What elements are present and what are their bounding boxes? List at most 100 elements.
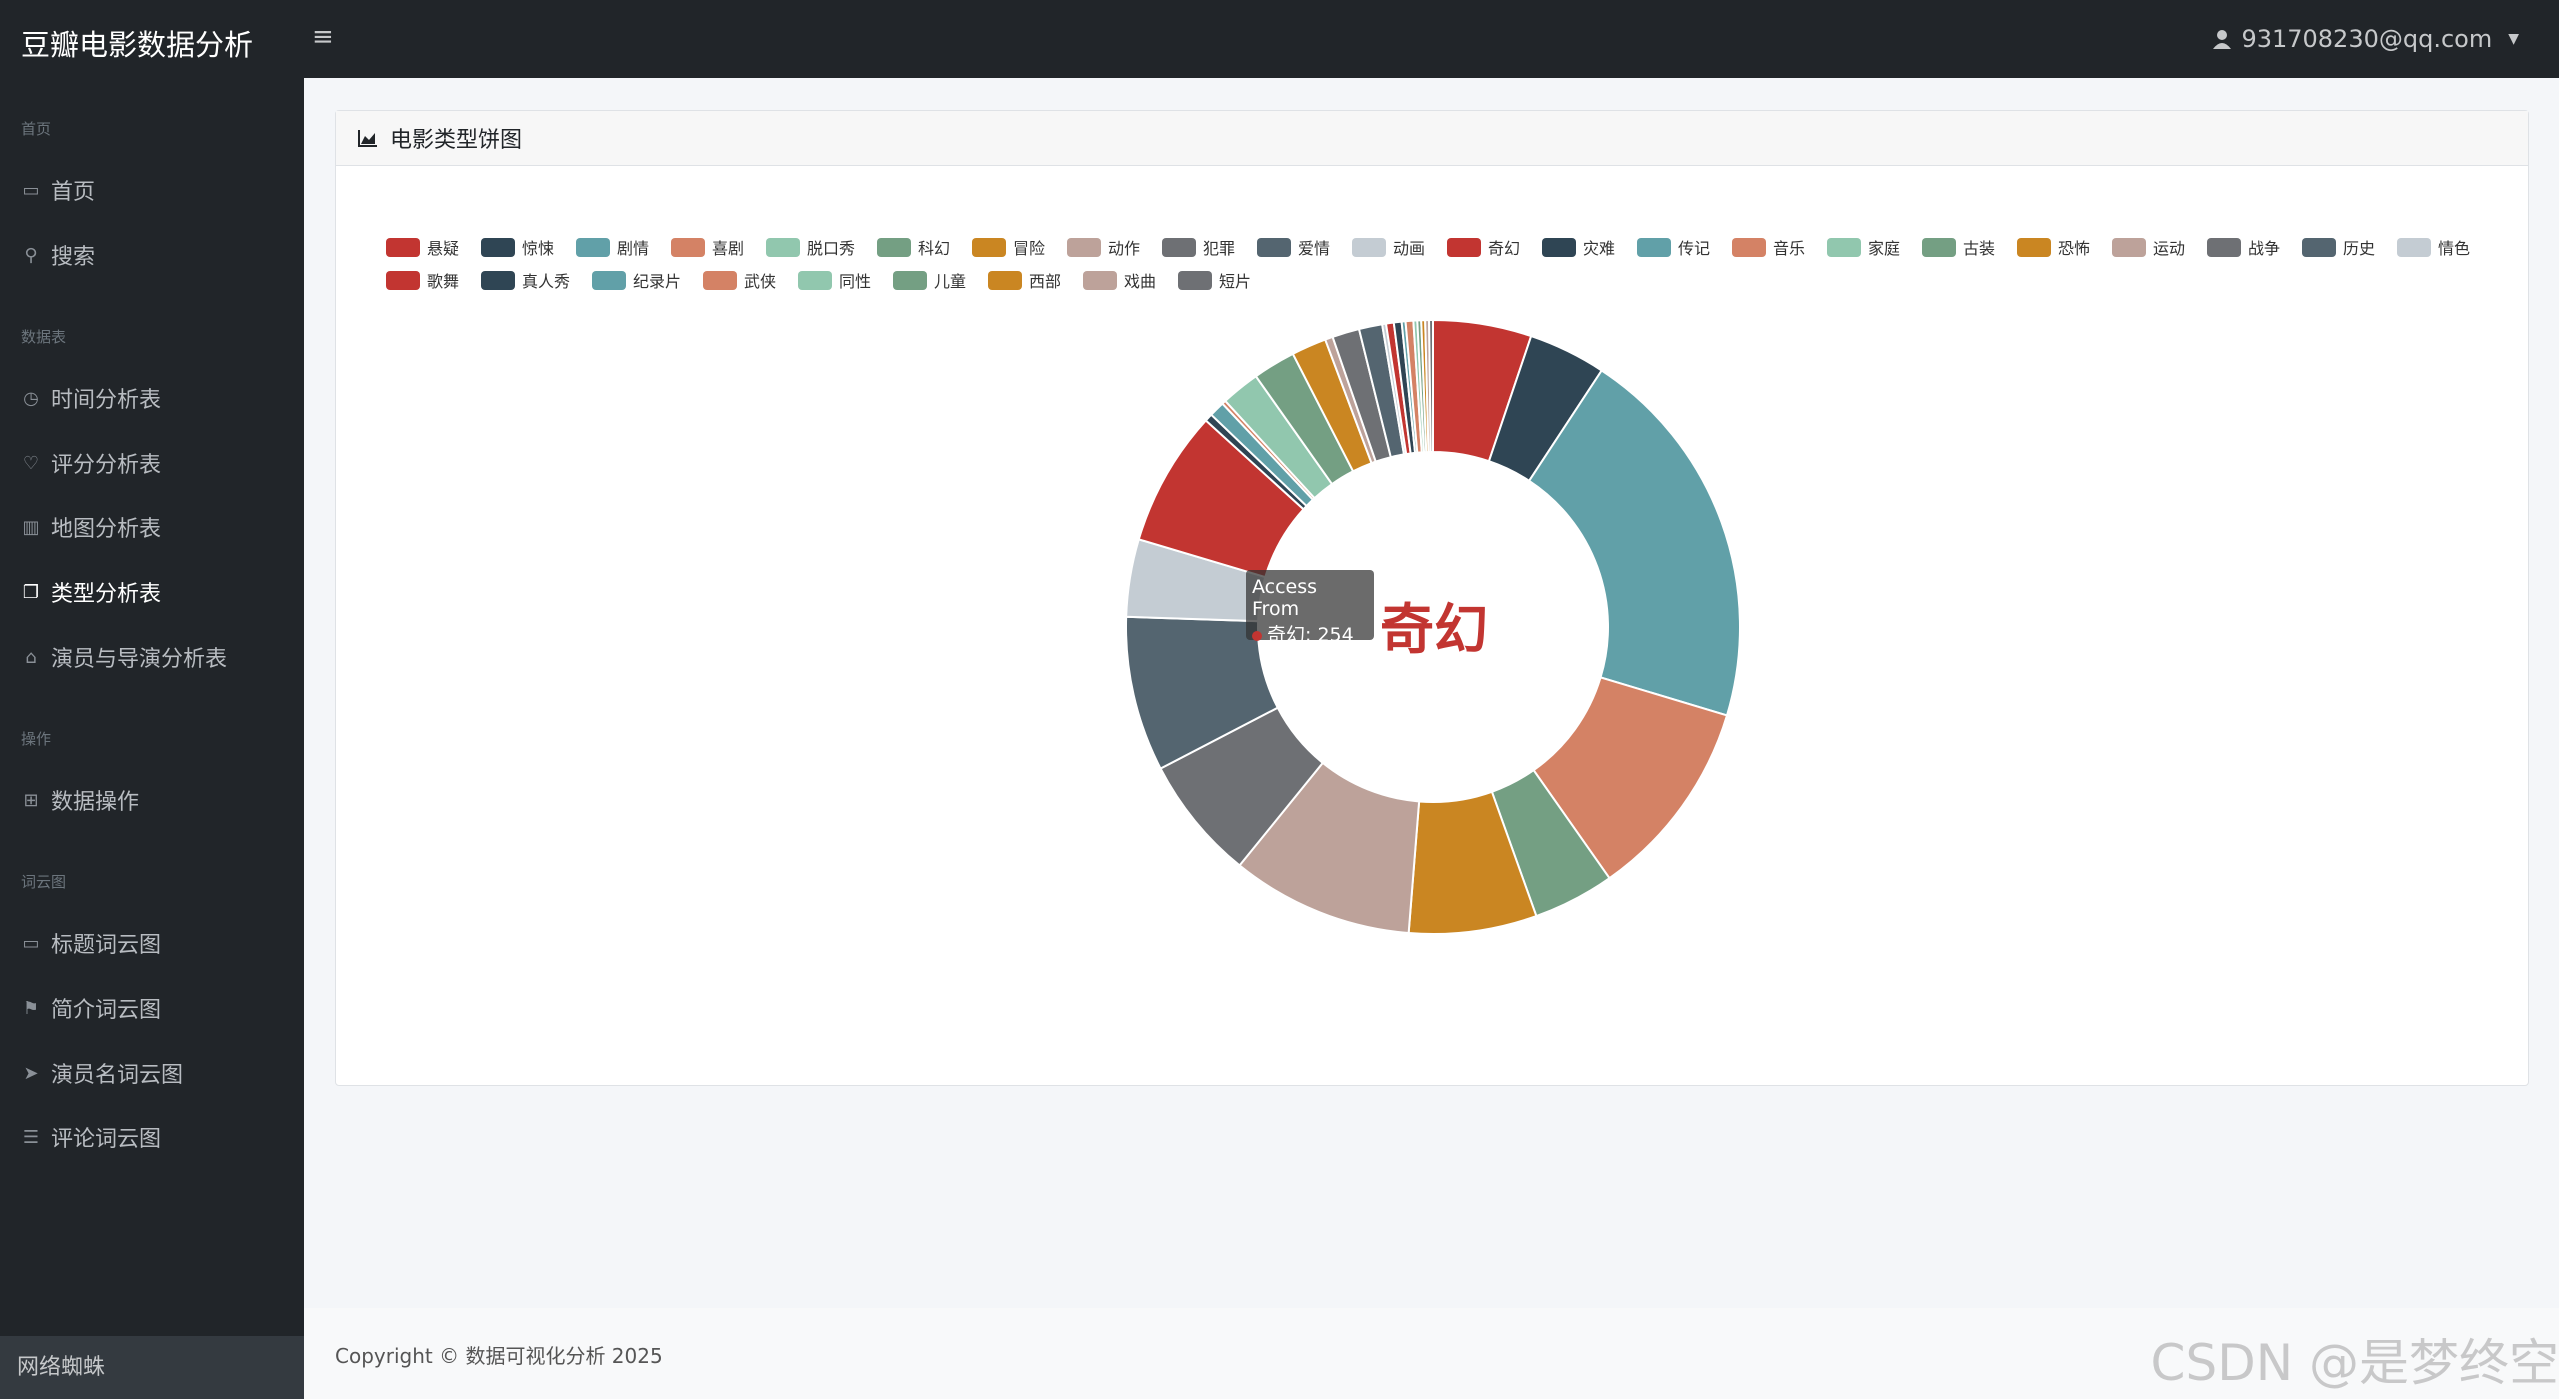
- sidebar-item-home[interactable]: ▭ 首页: [21, 174, 95, 206]
- sidebar-item-title-wordcloud[interactable]: ▭ 标题词云图: [21, 927, 161, 959]
- sidebar-item-score-analysis[interactable]: ♡ 评分分析表: [21, 447, 161, 479]
- legend-item[interactable]: 纪录片: [592, 268, 681, 292]
- legend-item[interactable]: 冒险: [972, 235, 1045, 259]
- user-email: 931708230@qq.com: [2241, 25, 2493, 53]
- legend-item[interactable]: 恐怖: [2017, 235, 2090, 259]
- clock-icon: ◷: [23, 387, 39, 409]
- table-icon: ⊞: [23, 789, 39, 811]
- legend-swatch: [671, 237, 705, 257]
- legend-swatch: [972, 237, 1006, 257]
- legend-item[interactable]: 科幻: [877, 235, 950, 259]
- legend-item[interactable]: 武侠: [703, 268, 776, 292]
- legend-swatch: [1447, 237, 1481, 257]
- menu-toggle-icon[interactable]: ≡: [312, 22, 334, 52]
- card-header: 电影类型饼图: [336, 111, 2528, 166]
- sidebar-item-summary-wordcloud[interactable]: ⚑ 简介词云图: [21, 992, 161, 1024]
- sidebar-item-map-analysis[interactable]: ▥ 地图分析表: [21, 511, 161, 543]
- legend-swatch: [893, 270, 927, 290]
- tooltip-value: 254: [1317, 624, 1354, 646]
- legend-item[interactable]: 剧情: [576, 235, 649, 259]
- legend-label: 历史: [2343, 239, 2376, 258]
- legend-item[interactable]: 运动: [2112, 235, 2185, 259]
- legend-label: 运动: [2153, 239, 2186, 258]
- legend-item[interactable]: 爱情: [1257, 235, 1330, 259]
- legend-swatch: [988, 270, 1022, 290]
- sidebar-item-actor-wordcloud[interactable]: ➤ 演员名词云图: [21, 1057, 183, 1089]
- sidebar-item-label: 评分分析表: [51, 453, 162, 478]
- legend-label: 家庭: [1868, 239, 1901, 258]
- legend-swatch: [2017, 237, 2051, 257]
- sidebar-item-label: 类型分析表: [51, 582, 162, 607]
- legend-swatch: [1827, 237, 1861, 257]
- legend-swatch: [2302, 237, 2336, 257]
- legend-label: 传记: [1678, 239, 1711, 258]
- sidebar-item-comment-wordcloud[interactable]: ☰ 评论词云图: [21, 1121, 161, 1153]
- brand-title[interactable]: 豆瓣电影数据分析: [21, 28, 254, 62]
- legend-swatch: [766, 237, 800, 257]
- legend-item[interactable]: 歌舞: [386, 268, 459, 292]
- pie-slice-剧情[interactable]: [1527, 369, 1741, 717]
- legend-label: 动作: [1108, 239, 1141, 258]
- legend-swatch: [1922, 237, 1956, 257]
- legend-item[interactable]: 脱口秀: [766, 235, 855, 259]
- legend-item[interactable]: 儿童: [893, 268, 966, 292]
- legend-item[interactable]: 家庭: [1827, 235, 1900, 259]
- legend-item[interactable]: 短片: [1178, 268, 1251, 292]
- sidebar-heading-tables: 数据表: [21, 328, 67, 346]
- sidebar-item-type-analysis[interactable]: ❐ 类型分析表: [21, 576, 161, 608]
- legend-item[interactable]: 西部: [988, 268, 1061, 292]
- legend-item[interactable]: 喜剧: [671, 235, 744, 259]
- watermark-text: CSDN @是梦终空: [2150, 1334, 2559, 1392]
- legend-item[interactable]: 情色: [2397, 235, 2470, 259]
- sidebar: 首页 ▭ 首页 ⚲ 搜索 数据表 ◷ 时间分析表 ♡ 评分分析表 ▥ 地图分析表 ❐ 类型分…: [0, 78, 304, 1399]
- legend-item[interactable]: 戏曲: [1083, 268, 1156, 292]
- legend-label: 动画: [1393, 239, 1426, 258]
- legend-item[interactable]: 悬疑: [386, 235, 459, 259]
- legend-swatch: [1162, 237, 1196, 257]
- legend-swatch: [1732, 237, 1766, 257]
- user-dropdown[interactable]: 931708230@qq.com ▼: [2213, 25, 2519, 53]
- legend-label: 惊悚: [522, 239, 555, 258]
- legend-item[interactable]: 真人秀: [481, 268, 570, 292]
- send-icon: ➤: [23, 1062, 39, 1084]
- legend-item[interactable]: 动作: [1067, 235, 1140, 259]
- legend-label: 西部: [1029, 272, 1062, 291]
- legend-item[interactable]: 犯罪: [1162, 235, 1235, 259]
- legend-swatch: [481, 237, 515, 257]
- legend-item[interactable]: 奇幻: [1447, 235, 1520, 259]
- sidebar-item-actor-director-analysis[interactable]: ⌂ 演员与导演分析表: [21, 641, 227, 673]
- sidebar-footer: 网络蜘蛛: [0, 1336, 304, 1399]
- sidebar-heading-home: 首页: [21, 120, 52, 138]
- sidebar-item-search[interactable]: ⚲ 搜索: [21, 239, 95, 271]
- legend-swatch: [703, 270, 737, 290]
- legend-label: 情色: [2438, 239, 2471, 258]
- tooltip-name: 奇幻: [1267, 624, 1306, 646]
- tooltip-dot-icon: [1252, 631, 1262, 641]
- legend-item[interactable]: 动画: [1352, 235, 1425, 259]
- legend-label: 武侠: [744, 272, 777, 291]
- legend-item[interactable]: 战争: [2207, 235, 2280, 259]
- sidebar-item-label: 首页: [51, 180, 96, 205]
- legend-item[interactable]: 历史: [2302, 235, 2375, 259]
- legend-label: 歌舞: [427, 272, 460, 291]
- legend-swatch: [1083, 270, 1117, 290]
- bank-icon: ⌂: [25, 646, 37, 668]
- legend-item[interactable]: 音乐: [1732, 235, 1805, 259]
- legend-label: 科幻: [918, 239, 951, 258]
- top-navbar: 豆瓣电影数据分析 ≡ 931708230@qq.com ▼: [0, 0, 2559, 78]
- pie-slice-短片[interactable]: [1428, 318, 1434, 454]
- legend-label: 奇幻: [1488, 239, 1521, 258]
- sidebar-item-data-operations[interactable]: ⊞ 数据操作: [21, 784, 139, 816]
- legend-item[interactable]: 传记: [1637, 235, 1710, 259]
- legend-item[interactable]: 惊悚: [481, 235, 554, 259]
- legend-label: 喜剧: [712, 239, 745, 258]
- legend-item[interactable]: 灾难: [1542, 235, 1615, 259]
- search-icon: ⚲: [24, 244, 38, 266]
- sidebar-item-time-analysis[interactable]: ◷ 时间分析表: [21, 382, 161, 414]
- sidebar-heading-operations: 操作: [21, 730, 52, 748]
- copyright-text: Copyright © 数据可视化分析 2025: [335, 1344, 663, 1368]
- legend-item[interactable]: 古装: [1922, 235, 1995, 259]
- legend-item[interactable]: 同性: [798, 268, 871, 292]
- tooltip-row: 奇幻: 254: [1252, 620, 1368, 647]
